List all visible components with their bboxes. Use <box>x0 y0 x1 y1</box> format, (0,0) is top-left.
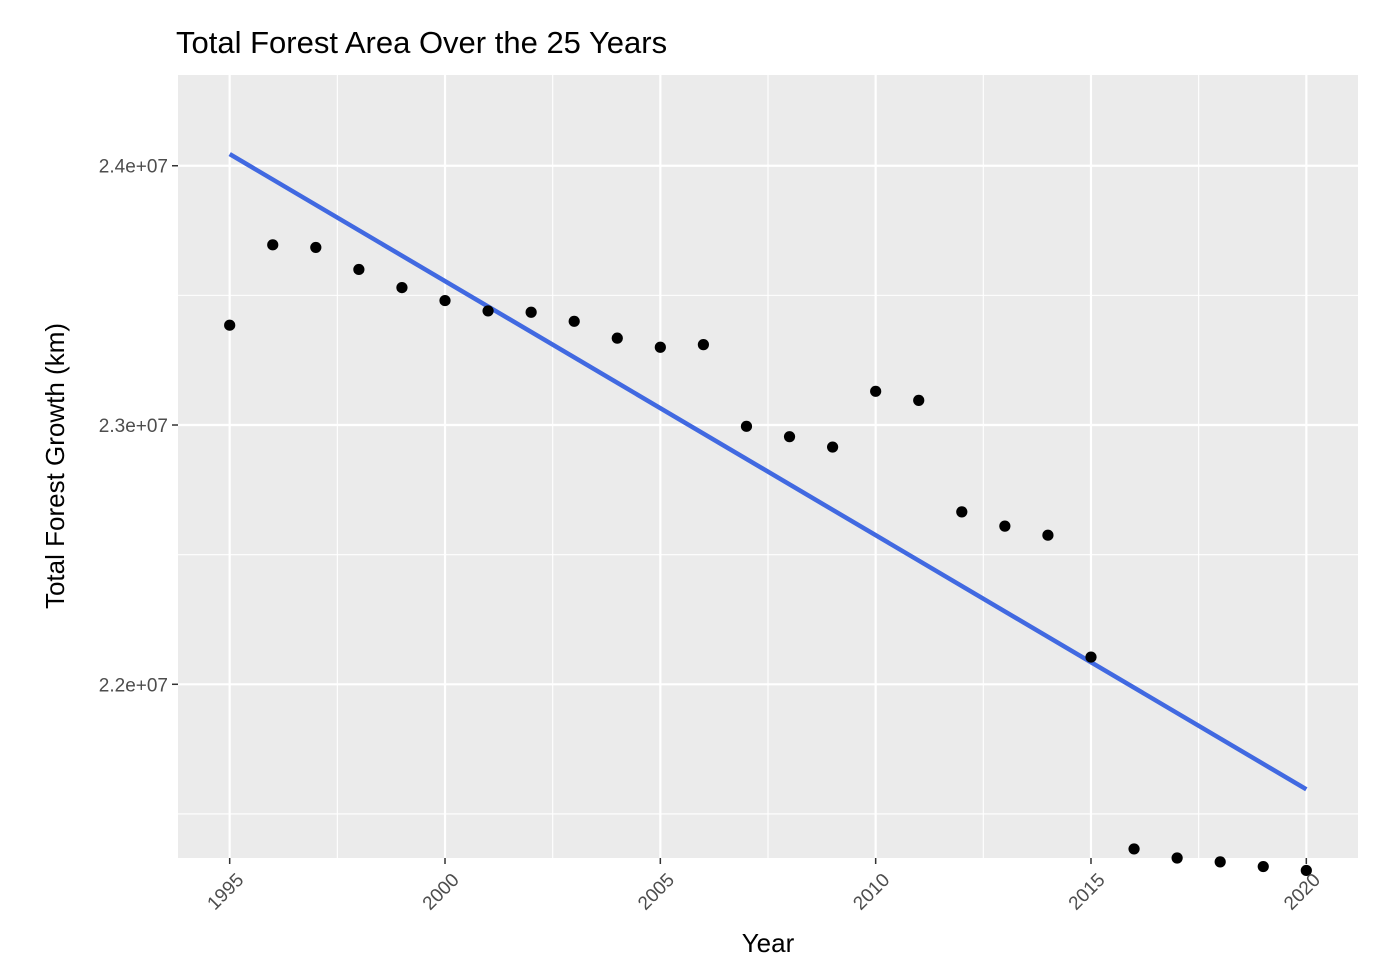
y-tick-label: 2.3e+07 <box>99 416 168 437</box>
x-tick-label: 2020 <box>1280 870 1325 915</box>
data-point <box>740 420 753 432</box>
y-axis: 2.2e+07 2.3e+07 2.4e+07 <box>99 157 178 696</box>
data-point <box>654 341 666 353</box>
data-point <box>1042 529 1054 541</box>
major-gridlines <box>178 75 1358 858</box>
x-tick-label: 2000 <box>419 870 464 915</box>
data-point <box>439 294 451 307</box>
data-point <box>999 520 1011 532</box>
data-point <box>353 263 365 276</box>
data-point <box>611 332 623 344</box>
data-point <box>826 441 839 453</box>
chart-title: Total Forest Area Over the 25 Years <box>176 25 667 60</box>
data-point <box>267 239 279 251</box>
data-point <box>1300 864 1312 877</box>
data-points-layer <box>224 239 1312 877</box>
data-point <box>697 339 710 351</box>
x-axis: 1995 2000 2005 2010 2015 2020 <box>204 858 1325 914</box>
minor-gridlines <box>178 75 1358 858</box>
x-tick-label: 2015 <box>1065 870 1110 915</box>
data-point <box>1257 860 1269 873</box>
data-point <box>956 506 968 518</box>
data-point <box>1171 852 1183 864</box>
data-point <box>224 319 236 331</box>
data-point <box>1085 651 1097 663</box>
data-point <box>1128 843 1140 855</box>
x-tick-label: 1995 <box>204 870 249 915</box>
data-point <box>783 431 796 443</box>
y-tick-label: 2.2e+07 <box>99 675 168 696</box>
data-point <box>913 394 925 406</box>
y-axis-title: Total Forest Growth (km) <box>40 323 70 609</box>
x-axis-title: Year <box>742 928 795 958</box>
data-point <box>396 282 408 294</box>
data-point <box>568 315 580 327</box>
x-tick-label: 2010 <box>850 870 895 915</box>
trend-line <box>228 152 1308 792</box>
data-point <box>310 241 322 254</box>
x-tick-label: 2005 <box>634 870 679 915</box>
data-point <box>1214 856 1226 868</box>
data-point <box>525 306 537 318</box>
y-tick-label: 2.4e+07 <box>99 157 168 178</box>
trend-line-layer <box>228 152 1308 792</box>
data-point <box>870 385 882 397</box>
data-point <box>482 305 494 317</box>
